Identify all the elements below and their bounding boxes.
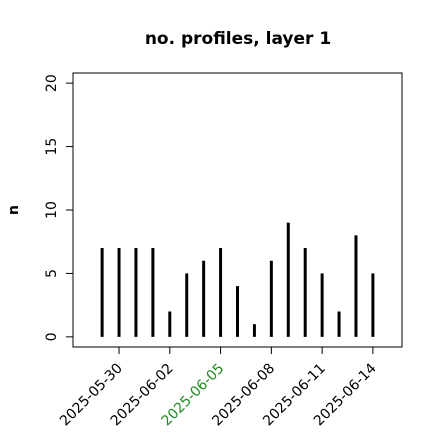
y-tick-label: 15	[44, 138, 60, 156]
chart-title: no. profiles, layer 1	[145, 29, 331, 49]
y-tick-label: 10	[44, 201, 60, 219]
y-tick-label: 5	[44, 269, 60, 278]
y-axis-label: n	[6, 205, 22, 215]
y-tick-label: 0	[44, 332, 60, 341]
y-tick-label: 20	[44, 74, 60, 92]
